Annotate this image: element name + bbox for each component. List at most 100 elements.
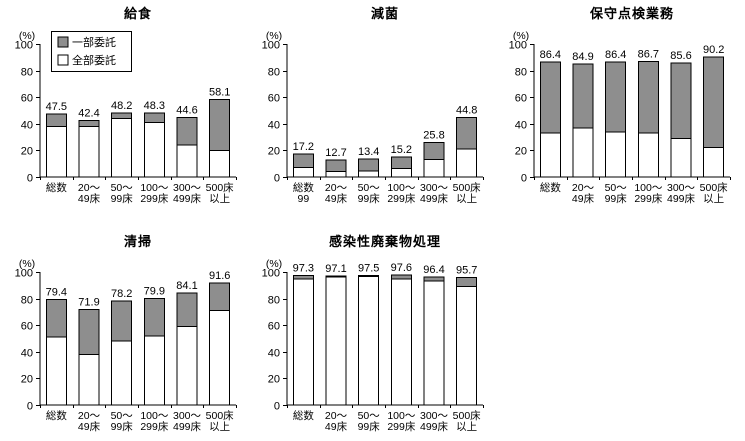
bar-segment-partial-commission xyxy=(703,56,725,149)
chart-kyushoku-svg: 0 20 40 60 80 100(%) 47.5 総数 42.4 20〜 49床 48.2 50〜 99… xyxy=(15,30,237,205)
bar-value-label: 48.2 xyxy=(111,100,132,112)
bar-value-label: 84.9 xyxy=(572,51,593,63)
bar-value-label: 13.4 xyxy=(358,146,379,158)
bar-segment-full-commission xyxy=(423,280,445,406)
bar-segment-partial-commission xyxy=(111,112,133,119)
bar-value-label: 79.9 xyxy=(144,286,165,298)
category-label: 300〜 499床 xyxy=(173,410,202,433)
bar-value-label: 86.4 xyxy=(540,49,561,61)
category-label: 100〜 299床 xyxy=(140,410,169,433)
y-tick-label: 0 xyxy=(274,401,280,413)
y-tick-label: 100 xyxy=(15,40,33,52)
category-label: 20〜 49床 xyxy=(325,182,348,205)
bar-segment-full-commission xyxy=(292,167,314,178)
bar-segment-partial-commission xyxy=(539,61,561,134)
bar-segment-partial-commission xyxy=(572,63,594,129)
bar-segment-partial-commission xyxy=(78,308,100,355)
bar-value-label: 97.1 xyxy=(325,263,346,275)
category-label: 100〜 299床 xyxy=(140,182,169,205)
bar-segment-full-commission xyxy=(358,275,380,406)
bar-segment-full-commission xyxy=(45,125,67,178)
bar-segment-full-commission xyxy=(143,335,165,406)
bar-value-label: 97.6 xyxy=(391,262,412,274)
bar-segment-full-commission xyxy=(325,171,347,178)
category-label: 300〜 499床 xyxy=(173,182,202,205)
bar-value-label: 47.5 xyxy=(46,101,67,113)
y-axis-unit-label: (%) xyxy=(19,258,35,270)
y-tick-label: 80 xyxy=(21,67,33,79)
bar-segment-full-commission xyxy=(390,278,412,406)
bar-segment-partial-commission xyxy=(78,120,100,127)
bar-value-label: 86.4 xyxy=(605,49,626,61)
bar-segment-full-commission xyxy=(209,149,231,178)
bar-segment-partial-commission xyxy=(209,99,231,151)
bar-value-label: 79.4 xyxy=(46,286,67,298)
category-label: 総数 99 xyxy=(293,181,314,205)
chart-hoshutenken-svg: 0 20 40 60 80 100(%) 86.4 総数 84.9 20〜 49床 86.4 50〜 99… xyxy=(509,30,731,205)
y-tick-label: 60 xyxy=(268,93,280,105)
bar-segment-partial-commission xyxy=(45,298,67,338)
legend-swatch-full xyxy=(57,54,69,66)
y-tick-label: 40 xyxy=(21,120,33,132)
y-tick-label: 40 xyxy=(268,348,280,360)
bar-segment-full-commission xyxy=(143,121,165,178)
y-axis-unit-label: (%) xyxy=(513,30,529,42)
bar-segment-full-commission xyxy=(605,131,627,178)
y-tick-label: 80 xyxy=(515,67,527,79)
category-label: 20〜 49床 xyxy=(572,182,595,205)
y-tick-label: 0 xyxy=(27,401,33,413)
bar-segment-partial-commission xyxy=(456,116,478,150)
bar-segment-partial-commission xyxy=(637,61,659,134)
chart-title-genkin: 減菌 xyxy=(370,6,399,21)
bar-value-label: 15.2 xyxy=(391,144,412,156)
legend-box xyxy=(51,31,132,72)
bar-segment-partial-commission xyxy=(325,159,347,173)
chart-seiso-svg: 0 20 40 60 80 100(%) 79.4 総数 71.9 20〜 49床 78.2 50〜 99… xyxy=(15,258,237,433)
category-label: 500床以上 xyxy=(206,181,235,205)
y-tick-label: 80 xyxy=(268,295,280,307)
category-label: 総数 xyxy=(46,181,67,194)
bar-segment-full-commission xyxy=(78,353,100,406)
chart-title-kansenseihaikibutsu: 感染性廃棄物処理 xyxy=(328,234,441,249)
y-tick-label: 40 xyxy=(515,120,527,132)
bar-value-label: 85.6 xyxy=(670,50,691,62)
bar-value-label: 90.2 xyxy=(703,44,724,56)
y-tick-label: 100 xyxy=(262,40,280,52)
chart-kansenseihaikibutsu: 0 20 40 60 80 100 (%) 97.3 総数 97.1 20〜 49床 97.5 50〜 99… xyxy=(247,228,497,441)
y-tick-label: 60 xyxy=(21,93,33,105)
category-label: 100〜 299床 xyxy=(634,182,663,205)
y-axis-unit-label: (%) xyxy=(19,30,35,42)
bar-value-label: 58.1 xyxy=(209,87,230,99)
chart-kansenseihaikibutsu-svg: 0 20 40 60 80 100(%) 97.3 総数 97.1 20〜 49床 97.5 50〜 99… xyxy=(262,258,484,433)
bar-segment-partial-commission xyxy=(456,277,478,287)
bar-value-label: 78.2 xyxy=(111,288,132,300)
bar-segment-partial-commission xyxy=(143,298,165,337)
bar-segment-full-commission xyxy=(572,127,594,178)
y-tick-label: 60 xyxy=(21,321,33,333)
y-tick-label: 20 xyxy=(268,374,280,386)
bar-value-label: 91.6 xyxy=(209,270,230,282)
category-label: 20〜 49床 xyxy=(78,410,101,433)
bar-segment-partial-commission xyxy=(45,113,67,127)
y-tick-label: 20 xyxy=(515,146,527,158)
legend-label-partial: 一部委託 xyxy=(72,35,116,49)
bar-segment-full-commission xyxy=(390,167,412,178)
category-label: 100〜 299床 xyxy=(387,410,416,433)
y-tick-label: 60 xyxy=(515,93,527,105)
category-label: 総数 xyxy=(46,409,67,422)
bar-segment-partial-commission xyxy=(390,274,412,280)
y-tick-label: 100 xyxy=(15,268,33,280)
chart-title-kyushoku: 給食 xyxy=(123,6,152,21)
bar-value-label: 95.7 xyxy=(456,265,477,277)
category-label: 50〜 99床 xyxy=(111,410,134,433)
y-axis-unit-label: (%) xyxy=(266,258,282,270)
bar-segment-full-commission xyxy=(111,340,133,406)
bar-segment-full-commission xyxy=(456,148,478,178)
category-label: 500床以上 xyxy=(453,181,482,205)
chart-seiso: 0 20 40 60 80 100 (%) 79.4 総数 71.9 20〜 49床 78.2 50〜 99… xyxy=(0,228,250,441)
y-tick-label: 80 xyxy=(21,295,33,307)
bar-segment-partial-commission xyxy=(358,274,380,277)
category-label: 50〜 99床 xyxy=(358,410,381,433)
bar-value-label: 44.8 xyxy=(456,104,477,116)
